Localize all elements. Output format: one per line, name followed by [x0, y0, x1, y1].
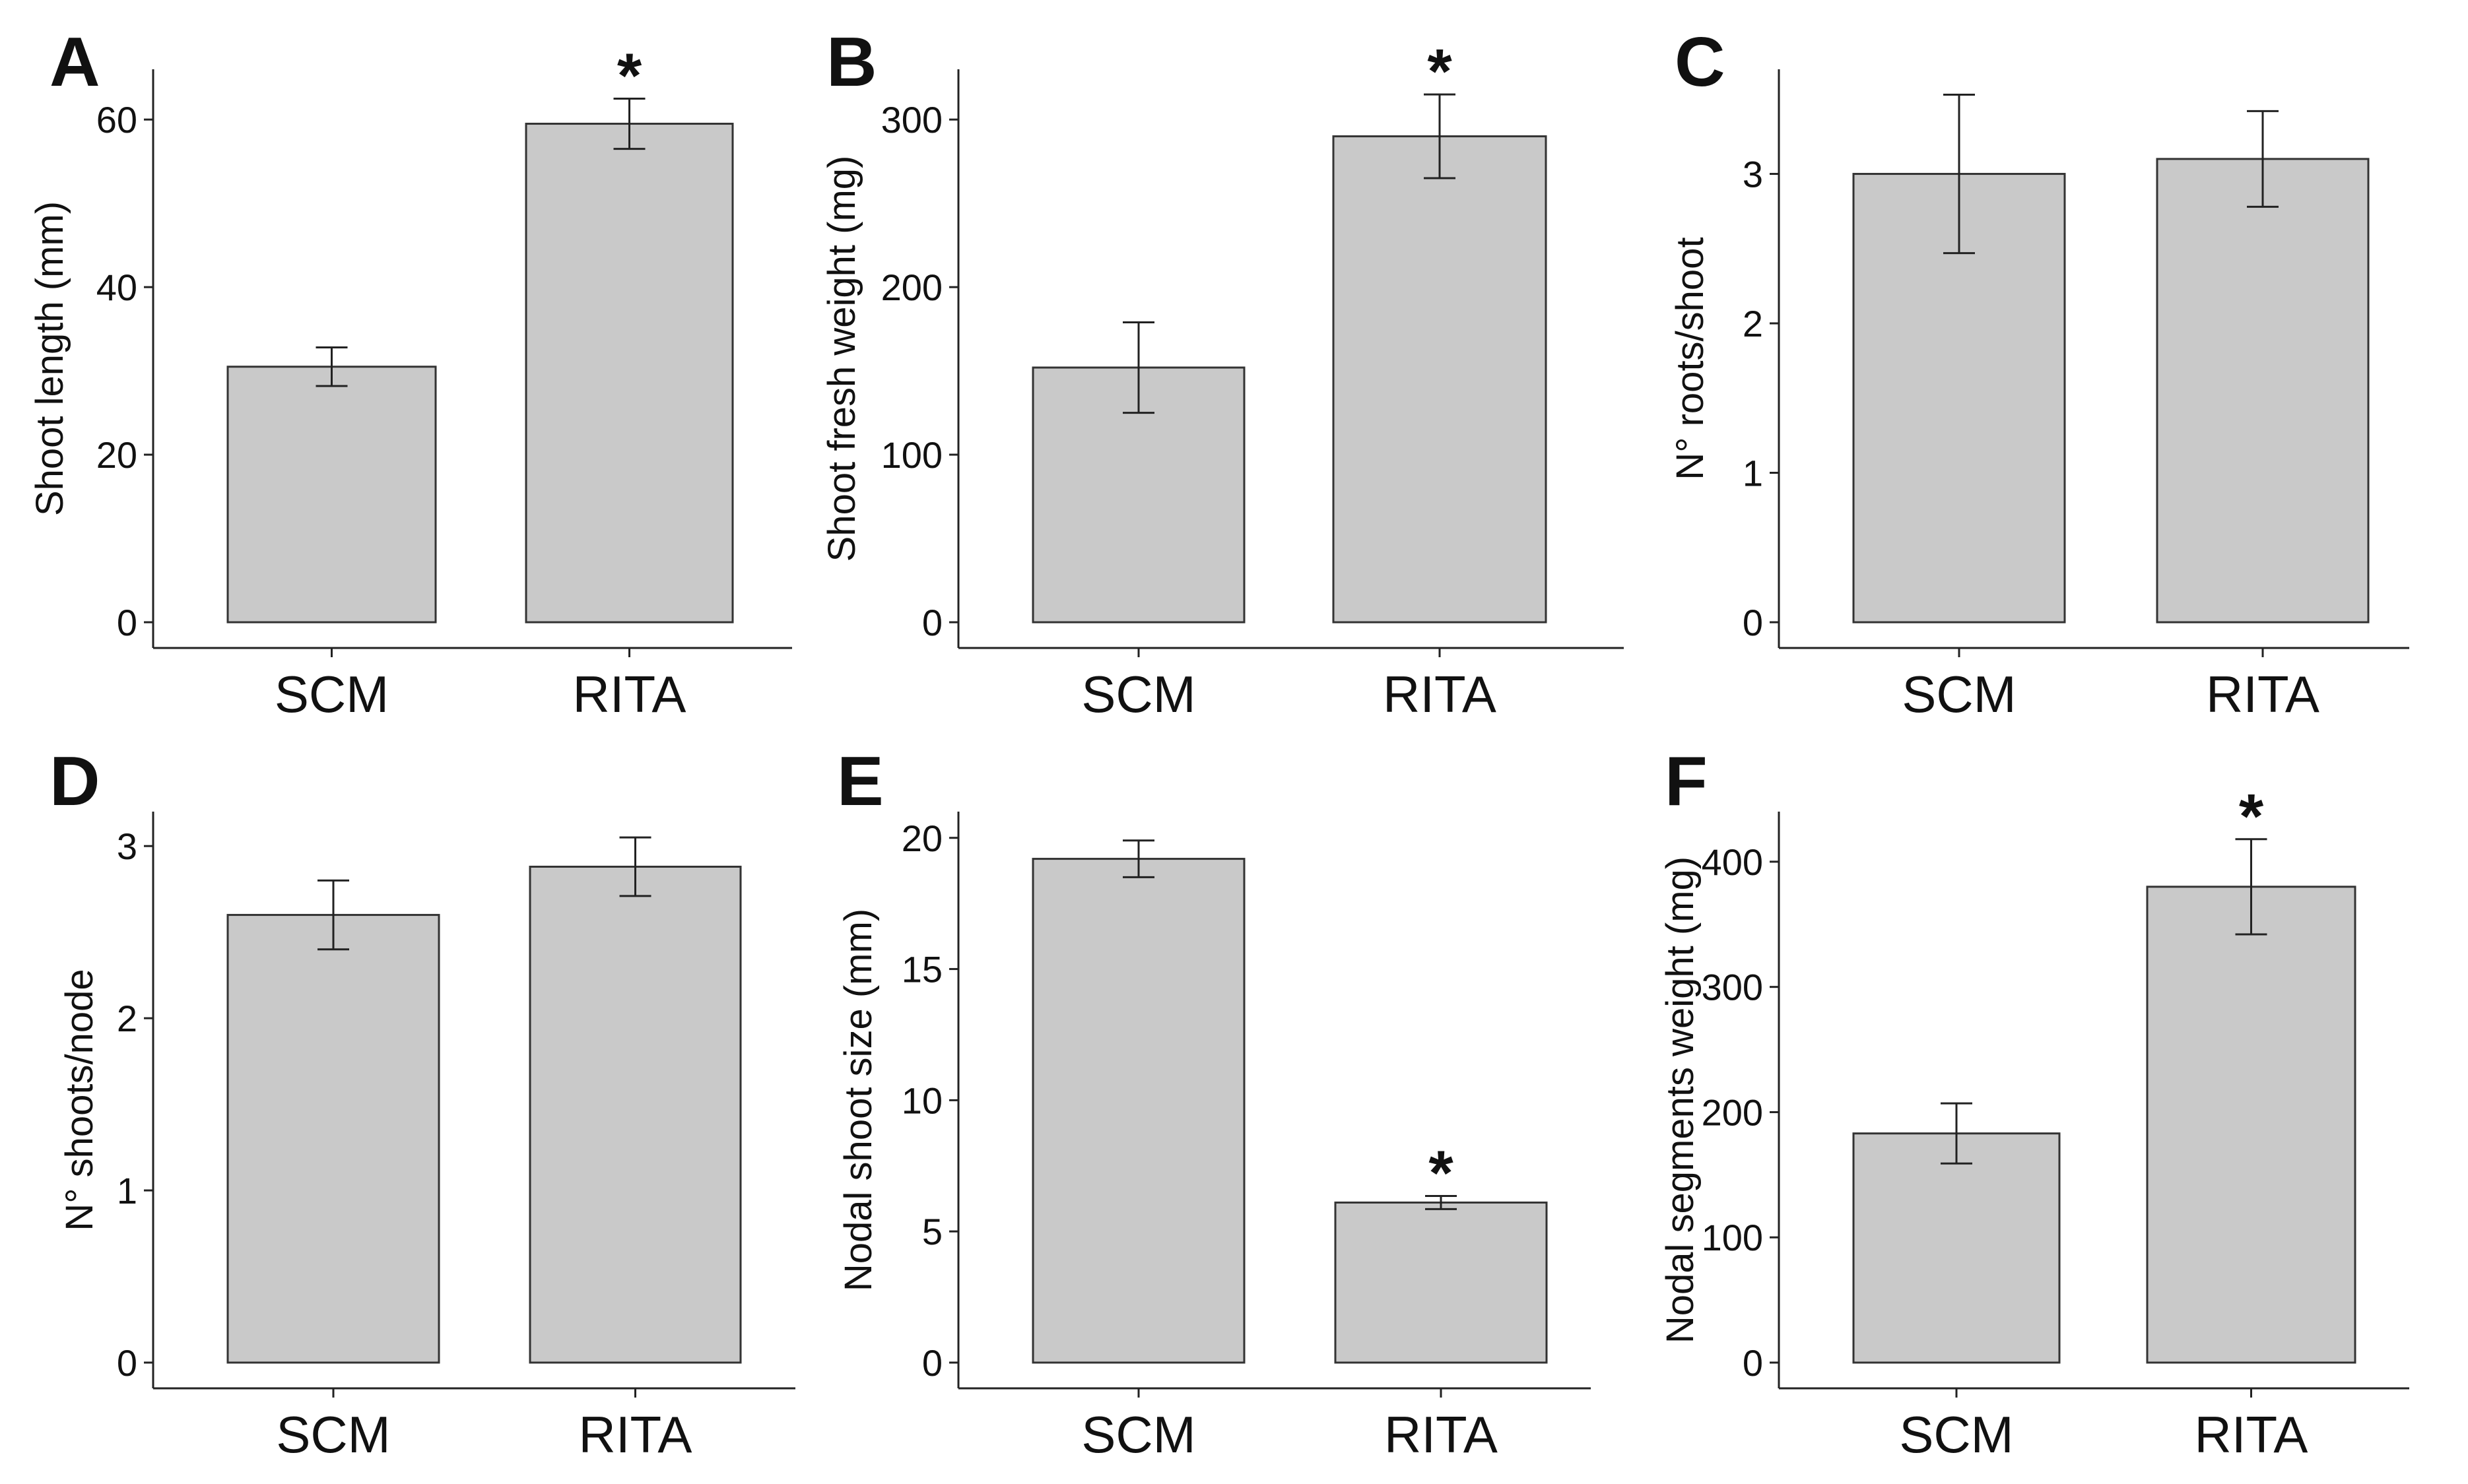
panel-letter: D: [50, 742, 100, 820]
error-bar-rita: [613, 97, 646, 150]
error-bar-scm: [1123, 321, 1154, 414]
y-tick-label: 0: [922, 1342, 943, 1384]
x-category-label: SCM: [1081, 1405, 1195, 1464]
x-category-label: SCM: [275, 665, 389, 723]
y-tick-label: 40: [96, 267, 137, 308]
error-bar-scm: [316, 346, 348, 387]
y-tick-label: 200: [1702, 1091, 1763, 1133]
panel-c: C 0 1 2 3 N° roots/shoot SCM RITA: [1669, 23, 2409, 723]
y-tick-label: 60: [96, 99, 137, 141]
bar-scm: [226, 914, 440, 1364]
y-tick-label: 20: [902, 818, 943, 859]
y-axis-title: Nodal shoot size (mm): [837, 909, 880, 1291]
x-category-label: RITA: [579, 1405, 692, 1464]
y-axis-title: N° roots/shoot: [1669, 237, 1712, 480]
bar-rita: [529, 866, 742, 1364]
y-tick-label: 0: [117, 602, 137, 643]
bar-scm: [226, 366, 437, 624]
y-axis-title: Shoot fresh weight (mg): [820, 156, 863, 562]
error-bar-scm: [1123, 839, 1154, 878]
error-bar-rita: [619, 836, 651, 897]
y-tick-label: 0: [1743, 602, 1763, 643]
y-tick-label: 20: [96, 434, 137, 476]
bar-rita: [525, 123, 734, 624]
x-category-label: RITA: [2206, 665, 2319, 723]
panel-d: D 0 1 2 3 N° shoots/node SCM RITA: [50, 742, 795, 1464]
error-bar-rita: [1424, 93, 1455, 179]
bar-scm: [1852, 1132, 2061, 1364]
y-tick-label: 100: [881, 434, 943, 476]
y-tick-label: 5: [922, 1211, 943, 1252]
panel-letter: C: [1675, 23, 1725, 101]
significance-star: *: [1428, 1138, 1453, 1209]
x-category-label: SCM: [276, 1405, 390, 1464]
y-tick-label: 10: [902, 1080, 943, 1121]
panel-letter: B: [826, 23, 877, 101]
error-bar-scm: [317, 879, 349, 951]
y-tick-label: 3: [1743, 154, 1763, 195]
x-category-label: RITA: [573, 665, 686, 723]
y-axis-title: Nodal segments weight (mg): [1659, 856, 1702, 1343]
y-tick-label: 300: [881, 99, 943, 141]
x-category-label: SCM: [1902, 665, 2016, 723]
y-axis-title: Shoot length (mm): [28, 201, 71, 516]
x-category-label: RITA: [1383, 665, 1496, 723]
bar-rita: [2156, 158, 2370, 624]
y-tick-label: 3: [117, 825, 137, 867]
y-tick-label: 2: [117, 998, 137, 1039]
x-category-label: RITA: [1384, 1405, 1498, 1464]
y-tick-label: 2: [1743, 303, 1763, 344]
y-tick-label: 0: [117, 1342, 137, 1384]
significance-star: *: [2239, 781, 2264, 852]
y-tick-label: 100: [1702, 1217, 1763, 1258]
error-bar-rita: [1425, 1195, 1457, 1210]
significance-star: *: [1427, 36, 1452, 107]
bar-rita: [1334, 1201, 1548, 1364]
y-tick-label: 200: [881, 267, 943, 308]
y-tick-label: 1: [117, 1170, 137, 1211]
panel-a: A 0 20 40 60 Shoot length (mm) SCM RITA *: [28, 23, 792, 723]
y-tick-label: 400: [1702, 841, 1763, 883]
y-tick-label: 15: [902, 949, 943, 990]
error-bar-scm: [1943, 94, 1975, 255]
significance-star: *: [617, 40, 642, 111]
bar-rita: [2146, 886, 2356, 1364]
panel-e: E 0 5 10 15 20 Nodal shoot size (mm) SCM RITA *: [837, 742, 1591, 1464]
y-tick-label: 1: [1743, 453, 1763, 494]
error-bar-rita: [2247, 110, 2279, 208]
error-bar-scm: [1941, 1102, 1972, 1165]
y-tick-label: 0: [922, 602, 943, 643]
error-bar-rita: [2235, 838, 2267, 936]
bar-scm: [1032, 858, 1246, 1364]
panel-letter: E: [837, 742, 884, 820]
bar-rita: [1332, 135, 1547, 624]
panel-letter: A: [50, 23, 100, 101]
x-category-label: SCM: [1081, 665, 1195, 723]
y-axis-title: N° shoots/node: [58, 969, 101, 1231]
panel-b: B 0 100 200 300 Shoot fresh weight (mg) SCM RIT…: [820, 23, 1624, 723]
y-tick-label: 300: [1702, 967, 1763, 1008]
panel-letter: F: [1665, 742, 1708, 820]
y-tick-label: 0: [1743, 1342, 1763, 1384]
x-category-label: RITA: [2195, 1405, 2308, 1464]
x-category-label: SCM: [1899, 1405, 2013, 1464]
